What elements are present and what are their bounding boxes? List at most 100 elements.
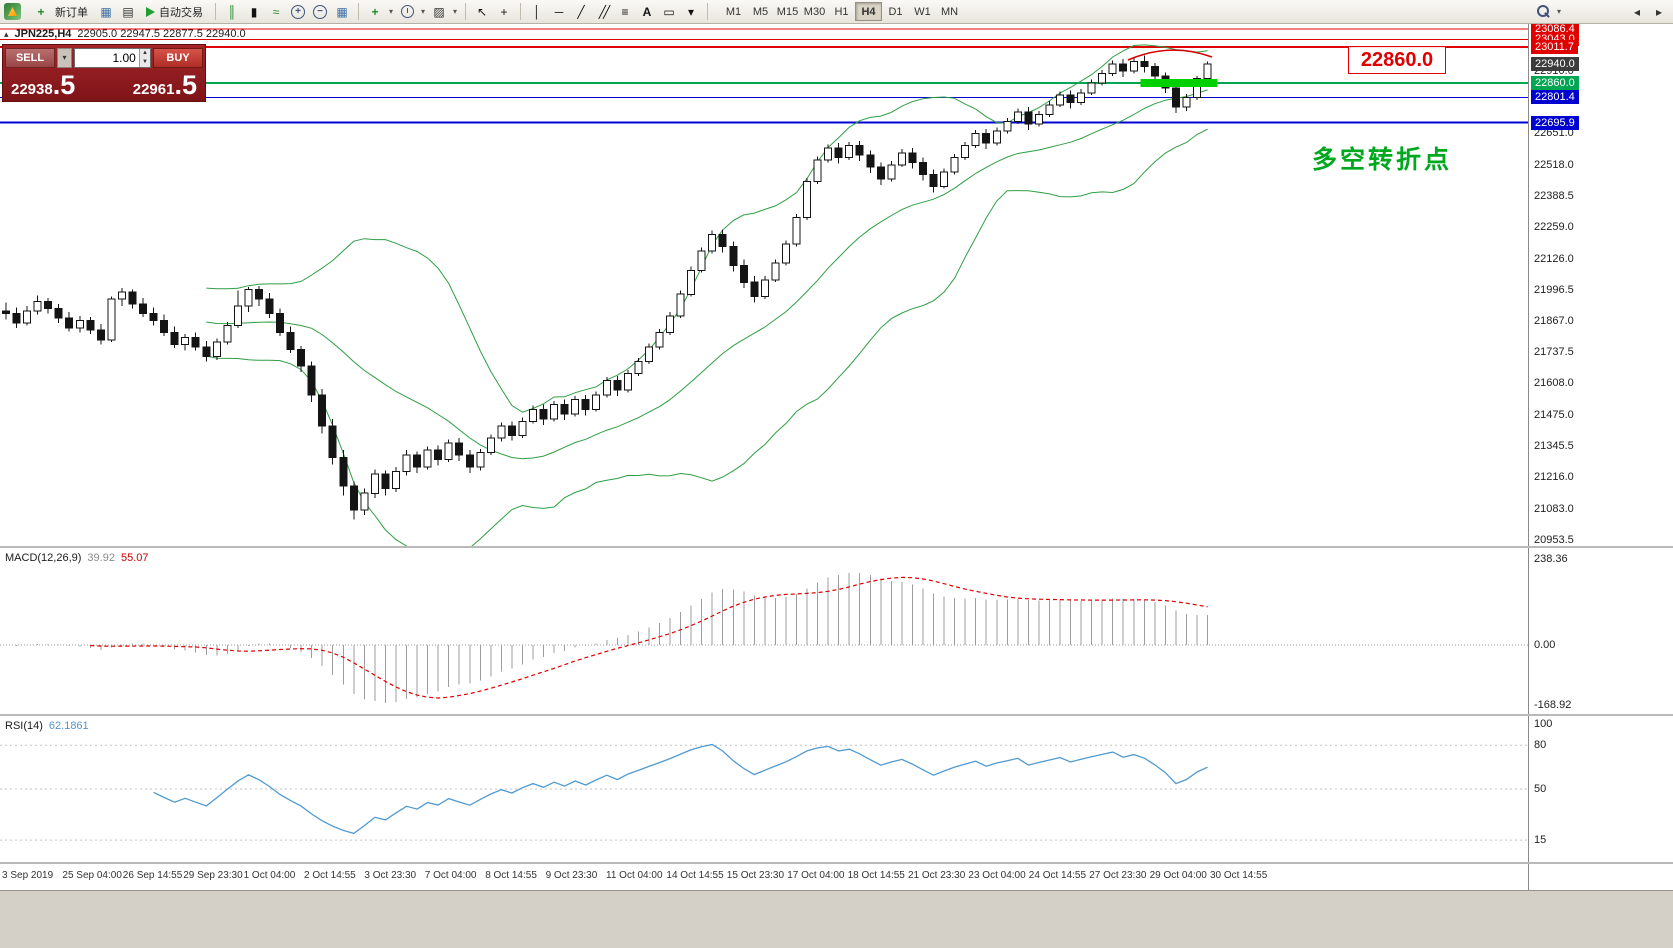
- candlestick-chart-icon[interactable]: ▮: [250, 4, 258, 19]
- time-label: 26 Sep 14:55: [122, 870, 183, 881]
- scroll-right-icon[interactable]: ▸: [1655, 4, 1663, 19]
- volume-dropdown-icon[interactable]: ▾: [57, 48, 72, 68]
- price-tick: 21083.0: [1534, 503, 1574, 516]
- price-tick: 21345.5: [1534, 440, 1574, 453]
- time-label: 1 Oct 04:00: [243, 870, 296, 881]
- templates-dropdown-icon[interactable]: ▾: [452, 7, 457, 16]
- horizontal-line-tool-icon[interactable]: ─: [554, 4, 564, 19]
- turning-point-note[interactable]: 多空转折点: [1312, 146, 1453, 174]
- search-dropdown-icon[interactable]: ▾: [1556, 7, 1561, 16]
- macd-label: MACD(12,26,9) 39.92 55.07: [5, 552, 148, 564]
- timeframe-group: M1 M5 M15 M30 H1 H4 D1 W1 MN: [720, 2, 963, 21]
- trendline-tool-icon[interactable]: ╱: [577, 4, 585, 19]
- new-order-icon: +: [37, 4, 45, 19]
- rsi-label: RSI(14) 62.1861: [5, 720, 89, 732]
- timeframe-m1[interactable]: M1: [725, 5, 742, 18]
- chart-title: ▴ JPN225,H4 22905.0 22947.5 22877.5 2294…: [4, 28, 246, 40]
- periods-icon[interactable]: [397, 2, 417, 22]
- app-logo-icon: [4, 3, 21, 20]
- shapes-tool-icon[interactable]: ▾: [687, 4, 695, 19]
- new-order-button[interactable]: + 新订单: [25, 2, 94, 22]
- volume-input[interactable]: [75, 51, 139, 65]
- cursor-icon[interactable]: ↖: [476, 4, 488, 19]
- label-tool-icon[interactable]: ▭: [663, 4, 675, 19]
- price-marker: 22860.0: [1531, 76, 1579, 91]
- autotrading-button[interactable]: 自动交易: [140, 2, 209, 22]
- magnifier-glyph: [1536, 4, 1551, 19]
- clock-icon: [400, 5, 414, 18]
- volume-step-up-icon[interactable]: ▲: [139, 49, 150, 58]
- price-tick: 22518.0: [1534, 159, 1574, 172]
- zoom-in-icon[interactable]: +: [288, 2, 308, 22]
- volume-field-wrap: ▲ ▼: [74, 48, 151, 68]
- timeframe-m5[interactable]: M5: [752, 5, 769, 18]
- price-scale[interactable]: 22910.0 22651.0 22518.0 22388.5 22259.0 22126…: [1528, 21, 1673, 890]
- time-label: 30 Oct 14:55: [1210, 870, 1268, 881]
- chart-ohlc: 22905.0 22947.5 22877.5 22940.0: [77, 28, 246, 40]
- timeframe-h1[interactable]: H1: [834, 5, 849, 18]
- sell-price[interactable]: 22938.5: [11, 71, 75, 104]
- pane-separator[interactable]: [0, 546, 1673, 548]
- time-label: 3 Oct 23:30: [364, 870, 417, 881]
- rsi-axis-level: 80: [1534, 739, 1547, 752]
- time-label: 18 Oct 14:55: [847, 870, 905, 881]
- scroll-left-icon[interactable]: ◂: [1633, 4, 1641, 19]
- zoom-out-icon[interactable]: −: [310, 2, 330, 22]
- charts-grid-icon[interactable]: ▦: [100, 4, 112, 19]
- timeframe-w1[interactable]: W1: [914, 5, 931, 18]
- macd-indicator-chart[interactable]: [0, 548, 1528, 714]
- timeframe-d1[interactable]: D1: [888, 5, 903, 18]
- time-scale[interactable]: 3 Sep 2019 25 Sep 04:00 26 Sep 14:55 29 Sep…: [0, 864, 1528, 890]
- rsi-axis-level: 15: [1534, 834, 1547, 847]
- profiles-icon[interactable]: ▤: [122, 4, 134, 19]
- pane-separator[interactable]: [0, 714, 1673, 716]
- macd-name: MACD(12,26,9): [5, 552, 82, 564]
- toolbar-separator: [215, 3, 216, 20]
- time-label: 29 Sep 23:30: [183, 870, 243, 881]
- buy-button[interactable]: BUY: [153, 48, 203, 68]
- rsi-value: 62.1861: [48, 720, 89, 732]
- new-chart-dropdown-icon[interactable]: ▾: [388, 7, 393, 16]
- new-chart-icon[interactable]: +: [371, 4, 379, 19]
- timeframe-m15[interactable]: M15: [776, 5, 799, 18]
- templates-icon[interactable]: ▨: [433, 4, 445, 19]
- volume-stepper: ▲ ▼: [138, 49, 150, 67]
- timeframe-m30[interactable]: M30: [803, 5, 826, 18]
- crosshair-icon[interactable]: +: [500, 4, 508, 19]
- vertical-line-tool-icon[interactable]: │: [533, 4, 541, 19]
- time-label: 27 Oct 23:30: [1089, 870, 1147, 881]
- macd-main-value: 39.92: [87, 552, 115, 564]
- volume-step-down-icon[interactable]: ▼: [139, 58, 150, 67]
- window-bottom-chrome: [0, 890, 1673, 948]
- pane-separator[interactable]: [0, 862, 1673, 864]
- rsi-indicator-chart[interactable]: [0, 716, 1528, 862]
- price-chart[interactable]: [0, 24, 1528, 546]
- panel-toggle-icon[interactable]: ▴: [4, 28, 9, 39]
- channel-tool-icon[interactable]: ╱╱: [598, 4, 610, 19]
- bar-chart-icon[interactable]: ║: [227, 4, 237, 19]
- periods-dropdown-icon[interactable]: ▾: [420, 7, 425, 16]
- macd-axis-bottom: -168.92: [1534, 699, 1572, 711]
- price-tick: 21737.5: [1534, 346, 1574, 359]
- time-label: 14 Oct 14:55: [666, 870, 724, 881]
- fibonacci-tool-icon[interactable]: ≡: [621, 4, 629, 19]
- autotrading-play-icon: [146, 6, 155, 17]
- sell-button[interactable]: SELL: [5, 48, 55, 68]
- time-label: 2 Oct 14:55: [304, 870, 356, 881]
- price-callout-label[interactable]: 22860.0: [1348, 46, 1446, 74]
- rsi-axis-level: 100: [1534, 718, 1553, 730]
- sell-price-fraction: .5: [52, 70, 76, 100]
- tile-windows-icon[interactable]: ▦: [336, 4, 348, 19]
- rsi-axis-level: 50: [1534, 783, 1547, 795]
- timeframe-h4[interactable]: H4: [855, 2, 882, 21]
- main-toolbar: + 新订单 ▦ ▤ 自动交易 ║ ▮ ≈ + − ▦ + ▾ ▾ ▨ ▾ ↖ +…: [0, 0, 1673, 24]
- price-tick: 21996.5: [1534, 284, 1574, 297]
- text-tool-icon[interactable]: A: [642, 4, 652, 19]
- timeframe-mn[interactable]: MN: [940, 5, 959, 18]
- buy-price[interactable]: 22961.5: [133, 71, 197, 104]
- time-label: 11 Oct 04:00: [606, 870, 663, 881]
- search-icon[interactable]: [1533, 2, 1553, 22]
- line-chart-icon[interactable]: ≈: [272, 4, 280, 19]
- price-tick: 21608.0: [1534, 377, 1574, 390]
